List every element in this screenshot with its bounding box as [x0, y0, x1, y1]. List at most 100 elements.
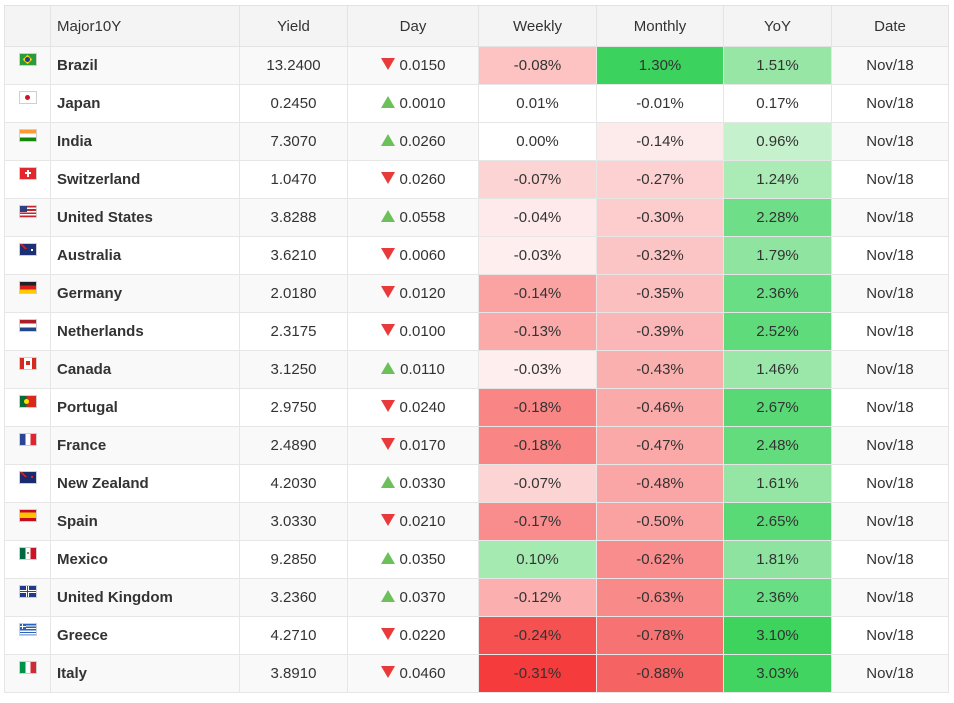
arrow-up-icon: [380, 476, 395, 489]
country-name-link[interactable]: Japan: [50, 84, 240, 123]
country-name-link[interactable]: Switzerland: [50, 160, 240, 199]
table-row[interactable]: Canada 3.1250 0.0110 -0.03% -0.43% 1.46% Nov/1…: [4, 350, 949, 389]
country-name-link[interactable]: Portugal: [50, 388, 240, 427]
country-name-link[interactable]: India: [50, 122, 240, 161]
date-column-header[interactable]: Date: [831, 5, 949, 47]
monthly-change: -0.32%: [596, 236, 724, 275]
monthly-change: -0.48%: [596, 464, 724, 503]
yield-value: 2.9750: [239, 388, 348, 427]
flag-cell: [4, 312, 51, 351]
table-row[interactable]: India 7.3070 0.0260 0.00% -0.14% 0.96% Nov/18: [4, 122, 949, 161]
table-row[interactable]: Spain 3.0330 0.0210 -0.17% -0.50% 2.65% Nov/18: [4, 502, 949, 541]
country-name-link[interactable]: New Zealand: [50, 464, 240, 503]
yield-value: 3.6210: [239, 236, 348, 275]
day-change-value: 0.0350: [399, 551, 446, 568]
monthly-change: -0.39%: [596, 312, 724, 351]
weekly-change: -0.31%: [478, 654, 597, 693]
greece-flag-icon: [19, 623, 37, 636]
table-row[interactable]: United Kingdom 3.2360 0.0370 -0.12% -0.63% 2.…: [4, 578, 949, 617]
weekly-column-header[interactable]: Weekly: [478, 5, 597, 47]
table-row[interactable]: Australia 3.6210 0.0060 -0.03% -0.32% 1.79% No…: [4, 236, 949, 275]
yoy-column-header[interactable]: YoY: [723, 5, 832, 47]
new-zealand-flag-icon: [19, 471, 37, 484]
country-name-link[interactable]: Italy: [50, 654, 240, 693]
country-name-link[interactable]: United Kingdom: [50, 578, 240, 617]
date-value: Nov/18: [831, 350, 949, 389]
arrow-down-icon: [380, 58, 395, 71]
flag-cell: [4, 502, 51, 541]
yoy-change: 2.65%: [723, 502, 832, 541]
monthly-change: -0.78%: [596, 616, 724, 655]
date-value: Nov/18: [831, 654, 949, 693]
country-name-link[interactable]: France: [50, 426, 240, 465]
date-value: Nov/18: [831, 46, 949, 85]
day-change-cell: 0.0010: [347, 84, 479, 123]
monthly-column-header[interactable]: Monthly: [596, 5, 724, 47]
day-column-header[interactable]: Day: [347, 5, 479, 47]
japan-flag-icon: [19, 91, 37, 104]
yoy-change: 2.36%: [723, 274, 832, 313]
table-row[interactable]: Mexico 9.2850 0.0350 0.10% -0.62% 1.81% Nov/18: [4, 540, 949, 579]
day-change-cell: 0.0210: [347, 502, 479, 541]
date-value: Nov/18: [831, 236, 949, 275]
day-change-value: 0.0558: [399, 209, 446, 226]
table-row[interactable]: Switzerland 1.0470 0.0260 -0.07% -0.27% 1.24%…: [4, 160, 949, 199]
table-row[interactable]: Italy 3.8910 0.0460 -0.31% -0.88% 3.03% Nov/18: [4, 654, 949, 693]
yoy-change: 2.67%: [723, 388, 832, 427]
table-row[interactable]: Brazil 13.2400 0.0150 -0.08% 1.30% 1.51% Nov/1…: [4, 46, 949, 85]
day-change-value: 0.0370: [399, 589, 446, 606]
flag-cell: [4, 616, 51, 655]
day-change-value: 0.0010: [399, 95, 446, 112]
yield-value: 1.0470: [239, 160, 348, 199]
weekly-change: 0.10%: [478, 540, 597, 579]
table-row[interactable]: Germany 2.0180 0.0120 -0.14% -0.35% 2.36% Nov/…: [4, 274, 949, 313]
monthly-change: -0.27%: [596, 160, 724, 199]
country-name-link[interactable]: Brazil: [50, 46, 240, 85]
arrow-down-icon: [380, 248, 395, 261]
table-row[interactable]: Greece 4.2710 0.0220 -0.24% -0.78% 3.10% Nov/1…: [4, 616, 949, 655]
yield-value: 9.2850: [239, 540, 348, 579]
monthly-change: 1.30%: [596, 46, 724, 85]
yield-value: 7.3070: [239, 122, 348, 161]
major10y-column-header[interactable]: Major10Y: [50, 5, 240, 47]
united-kingdom-flag-icon: [19, 585, 37, 598]
canada-flag-icon: [19, 357, 37, 370]
brazil-flag-icon: [19, 53, 37, 66]
country-name-link[interactable]: Spain: [50, 502, 240, 541]
country-name-link[interactable]: Mexico: [50, 540, 240, 579]
table-row[interactable]: United States 3.8288 0.0558 -0.04% -0.30% 2.2…: [4, 198, 949, 237]
country-name-link[interactable]: Greece: [50, 616, 240, 655]
table-row[interactable]: New Zealand 4.2030 0.0330 -0.07% -0.48% 1.61%…: [4, 464, 949, 503]
date-value: Nov/18: [831, 84, 949, 123]
country-name-link[interactable]: Australia: [50, 236, 240, 275]
weekly-change: -0.07%: [478, 464, 597, 503]
country-name-link[interactable]: Canada: [50, 350, 240, 389]
country-name-link[interactable]: Netherlands: [50, 312, 240, 351]
weekly-change: -0.14%: [478, 274, 597, 313]
flag-column-header: [4, 5, 51, 47]
yield-value: 3.0330: [239, 502, 348, 541]
arrow-up-icon: [380, 96, 395, 109]
flag-cell: [4, 198, 51, 237]
table-row[interactable]: Japan 0.2450 0.0010 0.01% -0.01% 0.17% Nov/18: [4, 84, 949, 123]
monthly-change: -0.14%: [596, 122, 724, 161]
yield-value: 3.8910: [239, 654, 348, 693]
day-change-cell: 0.0170: [347, 426, 479, 465]
table-row[interactable]: Netherlands 2.3175 0.0100 -0.13% -0.39% 2.52%…: [4, 312, 949, 351]
arrow-down-icon: [380, 286, 395, 299]
arrow-down-icon: [380, 172, 395, 185]
weekly-change: 0.01%: [478, 84, 597, 123]
mexico-flag-icon: [19, 547, 37, 560]
spain-flag-icon: [19, 509, 37, 522]
table-row[interactable]: Portugal 2.9750 0.0240 -0.18% -0.46% 2.67% Nov…: [4, 388, 949, 427]
yield-column-header[interactable]: Yield: [239, 5, 348, 47]
yield-value: 13.2400: [239, 46, 348, 85]
monthly-change: -0.62%: [596, 540, 724, 579]
table-row[interactable]: France 2.4890 0.0170 -0.18% -0.47% 2.48% Nov/1…: [4, 426, 949, 465]
country-name-link[interactable]: Germany: [50, 274, 240, 313]
monthly-change: -0.47%: [596, 426, 724, 465]
yield-value: 3.8288: [239, 198, 348, 237]
flag-cell: [4, 350, 51, 389]
monthly-change: -0.88%: [596, 654, 724, 693]
country-name-link[interactable]: United States: [50, 198, 240, 237]
